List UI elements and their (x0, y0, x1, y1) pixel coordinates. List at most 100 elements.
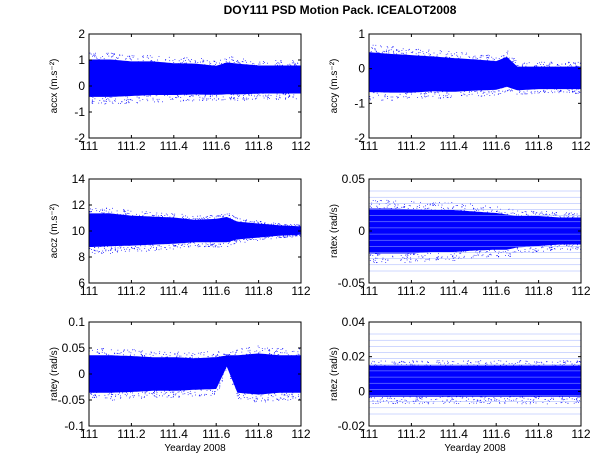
data-point (137, 63, 139, 64)
data-point (113, 399, 115, 401)
data-point (277, 69, 279, 71)
data-point (518, 89, 520, 91)
data-point (196, 223, 197, 224)
data-point (542, 368, 544, 370)
data-point (154, 61, 155, 63)
data-point (557, 90, 559, 92)
data-point (100, 209, 102, 211)
data-point (152, 355, 154, 356)
data-point (490, 361, 492, 363)
data-point (459, 396, 461, 397)
data-point (505, 248, 507, 250)
data-point (135, 361, 136, 363)
data-point (424, 54, 426, 56)
data-point (230, 374, 232, 376)
data-point (392, 57, 394, 59)
data-point (165, 93, 166, 95)
data-point (408, 402, 410, 404)
data-point (427, 253, 429, 254)
data-point (249, 349, 251, 351)
data-point (463, 369, 464, 371)
data-point (394, 57, 395, 58)
data-point (453, 249, 454, 250)
data-point (214, 94, 215, 95)
data-point (164, 247, 166, 248)
data-point (239, 62, 241, 64)
data-point (572, 91, 573, 93)
data-point (168, 395, 169, 397)
data-point (504, 403, 506, 404)
data-point (563, 91, 565, 93)
data-point (572, 216, 573, 218)
data-point (448, 214, 450, 216)
data-point (132, 390, 133, 392)
data-point (259, 89, 261, 91)
data-point (249, 354, 250, 355)
data-point (476, 63, 478, 65)
data-point (512, 212, 514, 214)
data-point (383, 214, 384, 216)
data-point (268, 235, 269, 237)
data-point (547, 85, 549, 87)
data-point (526, 367, 528, 369)
data-point (235, 91, 237, 93)
data-point (231, 64, 232, 66)
data-point (489, 254, 491, 255)
data-point (275, 225, 277, 227)
data-point (230, 97, 232, 99)
data-point (464, 214, 466, 216)
data-point (530, 367, 531, 369)
data-point (292, 96, 294, 98)
data-point (213, 240, 215, 242)
data-point (537, 90, 539, 92)
data-point (443, 95, 444, 97)
data-point (281, 394, 283, 396)
data-point (128, 55, 130, 57)
data-point (463, 360, 464, 362)
data-point (222, 88, 224, 90)
data-point (206, 359, 208, 361)
data-point (420, 49, 421, 51)
data-point (254, 92, 256, 94)
data-point (479, 251, 480, 253)
data-point (221, 241, 222, 242)
data-point (177, 96, 179, 98)
data-point (142, 355, 143, 357)
data-point (487, 367, 488, 369)
data-point (546, 361, 548, 363)
data-point (534, 66, 536, 68)
data-point (524, 92, 526, 94)
data-point (430, 366, 431, 368)
data-point (485, 55, 487, 57)
data-point (96, 351, 98, 353)
data-point (152, 217, 154, 219)
data-point (394, 206, 396, 208)
data-point (443, 403, 445, 404)
data-point (96, 91, 98, 93)
data-point (422, 256, 424, 258)
data-point (145, 361, 147, 363)
data-point (213, 220, 215, 222)
data-point (117, 394, 119, 395)
data-point (577, 241, 578, 242)
data-point (236, 393, 238, 394)
data-point (173, 215, 175, 217)
data-point (198, 64, 200, 66)
data-point (98, 93, 99, 95)
data-point (265, 94, 267, 96)
data-point (189, 245, 191, 247)
data-point (554, 68, 556, 69)
data-point (522, 369, 523, 371)
data-point (375, 51, 377, 53)
data-point (569, 366, 571, 367)
data-point (190, 219, 192, 221)
data-point (449, 250, 450, 252)
data-point (161, 217, 163, 218)
data-point (177, 91, 179, 93)
data-point (289, 63, 291, 65)
data-point (395, 200, 397, 202)
data-point (154, 65, 155, 67)
data-point (125, 102, 127, 104)
data-point (482, 88, 484, 90)
data-point (226, 356, 228, 357)
